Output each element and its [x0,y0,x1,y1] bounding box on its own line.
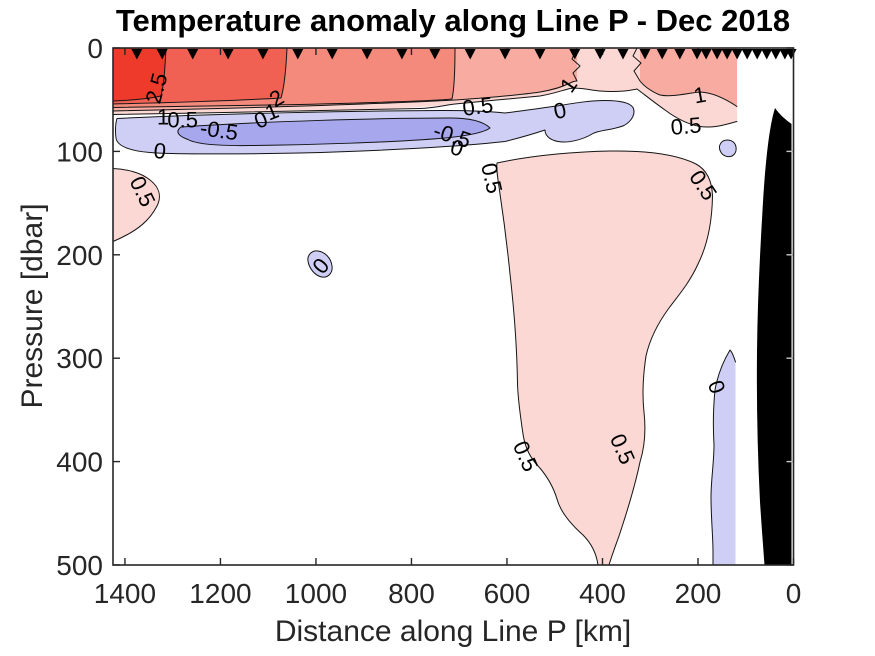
station-marker-triangle-icon [711,49,723,60]
station-marker-triangle-icon [639,49,651,60]
station-marker-triangle-icon [751,49,763,60]
contour-label: 0 [551,97,568,124]
station-marker-triangle-icon [222,49,234,60]
contour-lines [112,47,738,566]
y-tick-label: 300 [56,343,103,374]
y-tick-label: 400 [56,447,103,478]
station-marker-triangle-icon [691,49,703,60]
x-tick-label: 400 [579,578,626,609]
x-tick-label: 1400 [94,578,156,609]
x-axis-ticks: 1400 1200 1000 800 600 400 200 0 [94,48,801,609]
axis-box [112,47,795,566]
station-marker-triangle-icon [741,49,753,60]
contour-line-1-left [112,47,581,112]
station-marker-triangle-icon [464,49,476,60]
station-marker-triangle-icon [700,49,712,60]
fill-cool-teardrop [307,250,333,278]
station-marker-triangle-icon [656,49,668,60]
station-marker-triangle-icon [770,49,782,60]
contour-line-0-strip [710,349,736,566]
y-tick-label: 0 [87,33,103,64]
x-tick-label: 200 [675,578,722,609]
y-tick-label: 200 [56,240,103,271]
contour-label: 0.5 [476,160,507,195]
contour-label: -0.5 [199,115,240,145]
x-tick-label: 1000 [285,578,347,609]
station-marker-triangle-icon [594,49,606,60]
x-tick-label: 0 [786,578,802,609]
chart-title: Temperature anomaly along Line P - Dec 2… [116,3,790,38]
x-tick-label: 1200 [189,578,251,609]
station-marker-triangle-icon [761,49,773,60]
fill-cool-tinyblob [718,139,737,158]
y-axis-label: Pressure [dbar] [16,203,49,408]
fill-warm-right-patch [640,48,737,106]
station-marker-triangle-icon [396,49,408,60]
station-marker-triangle-icon [361,49,373,60]
y-tick-label: 500 [56,550,103,581]
fill-warm-tongue [496,150,713,566]
station-marker-triangle-icon [187,49,199,60]
contour-line-2p5 [112,47,167,102]
fill-warm-gt2p5 [113,48,166,101]
fill-warm-left-blob [112,168,160,242]
station-marker-triangle-icon [721,49,733,60]
contour-label: 1 [692,82,708,109]
station-marker-triangle-icon [257,49,269,60]
fill-cool-strip [711,350,736,565]
contour-line-1p5 [112,47,456,108]
station-marker-triangle-icon [326,49,338,60]
station-marker-triangle-icon [429,49,441,60]
x-tick-label: 800 [388,578,435,609]
station-marker-triangle-icon [131,49,143,60]
station-marker-triangle-icon [674,49,686,60]
station-marker-triangle-icon [569,49,581,60]
station-marker-triangle-icon [499,49,511,60]
contour-label: 0.5 [670,112,703,140]
y-tick-label: 100 [56,136,103,167]
contour-line-0p5-upper [112,87,738,128]
station-marker-triangle-icon [156,49,168,60]
contour-line-1-right [632,47,738,107]
station-marker-triangle-icon [731,49,743,60]
contour-label: 0.5 [461,92,495,121]
station-marker-triangle-icon [292,49,304,60]
contour-label: 1 [157,104,169,129]
contour-label: 0.5 [167,107,198,132]
contour-line-2 [112,47,288,105]
fill-layers [112,48,792,566]
fill-cool-core [177,117,491,147]
contour-label: 0 [152,138,167,164]
x-axis-label: Distance along Line P [km] [275,615,631,648]
x-tick-label: 600 [484,578,531,609]
station-marker-triangle-icon [534,49,546,60]
bathymetry-wedge [756,108,792,565]
station-marker-triangle-icon [617,49,629,60]
